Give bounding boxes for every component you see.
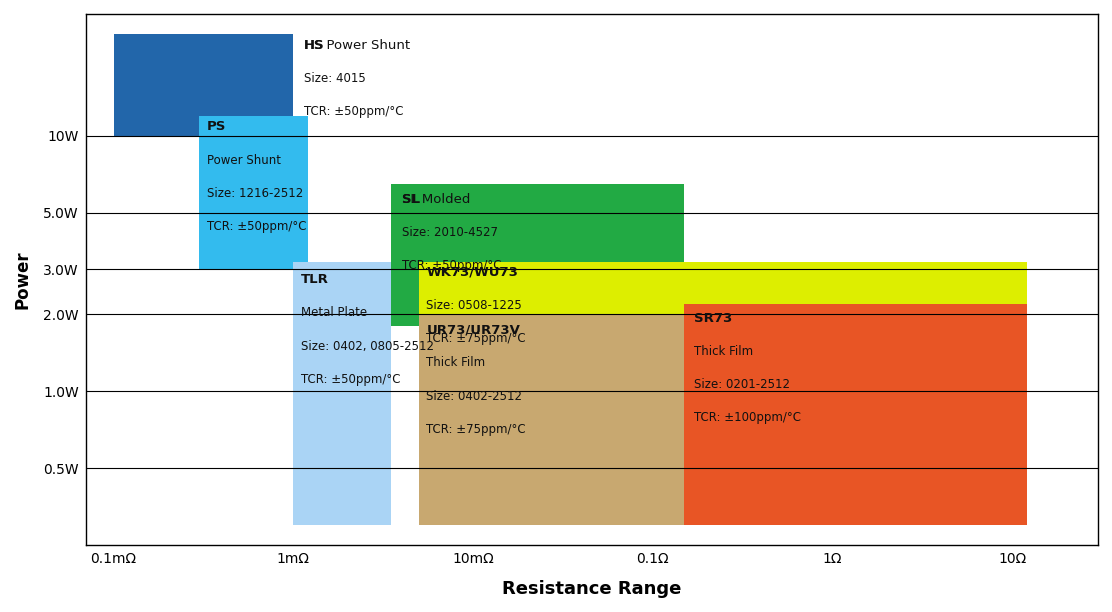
Bar [199, 116, 308, 269]
Text: UR73/UR73V: UR73/UR73V [426, 323, 520, 336]
Text: SL: SL [401, 193, 419, 206]
Text: HS: HS [305, 39, 325, 51]
Text: SR73: SR73 [694, 312, 733, 325]
Text: WK73/WU73: WK73/WU73 [426, 266, 518, 279]
Bar [419, 263, 1026, 315]
Text: Thick Film: Thick Film [426, 356, 486, 370]
Text: Size: 2010-4527: Size: 2010-4527 [401, 226, 497, 239]
Bar [685, 304, 1026, 525]
Text: TCR: ±75ppm/°C: TCR: ±75ppm/°C [426, 332, 526, 345]
Bar [294, 263, 391, 525]
Text: TCR: ±50ppm/°C: TCR: ±50ppm/°C [401, 259, 502, 272]
Y-axis label: Power: Power [13, 250, 32, 309]
Text: SL Molded: SL Molded [401, 193, 470, 206]
Text: TCR: ±50ppm/°C: TCR: ±50ppm/°C [207, 220, 306, 233]
Text: Size: 4015: Size: 4015 [305, 72, 366, 85]
Bar [113, 34, 294, 136]
X-axis label: Resistance Range: Resistance Range [503, 580, 682, 598]
Bar [419, 315, 685, 525]
Text: Size: 0201-2512: Size: 0201-2512 [694, 378, 791, 391]
Text: Size: 0402-2512: Size: 0402-2512 [426, 390, 523, 403]
Text: Metal Plate: Metal Plate [300, 307, 367, 319]
Text: PS: PS [207, 121, 226, 133]
Text: Thick Film: Thick Film [694, 345, 753, 358]
Text: Power Shunt: Power Shunt [207, 154, 280, 166]
Text: TCR: ±50ppm/°C: TCR: ±50ppm/°C [305, 105, 404, 118]
Text: Size: 1216-2512: Size: 1216-2512 [207, 187, 302, 200]
Text: TCR: ±50ppm/°C: TCR: ±50ppm/°C [300, 373, 400, 386]
Bar [391, 184, 685, 326]
Text: TCR: ±100ppm/°C: TCR: ±100ppm/°C [694, 411, 802, 424]
Text: Size: 0508-1225: Size: 0508-1225 [426, 299, 523, 312]
Text: TCR: ±75ppm/°C: TCR: ±75ppm/°C [426, 423, 526, 436]
Text: TLR: TLR [300, 273, 329, 286]
Text: HS Power Shunt: HS Power Shunt [305, 39, 410, 51]
Text: Size: 0402, 0805-2512: Size: 0402, 0805-2512 [300, 340, 434, 353]
